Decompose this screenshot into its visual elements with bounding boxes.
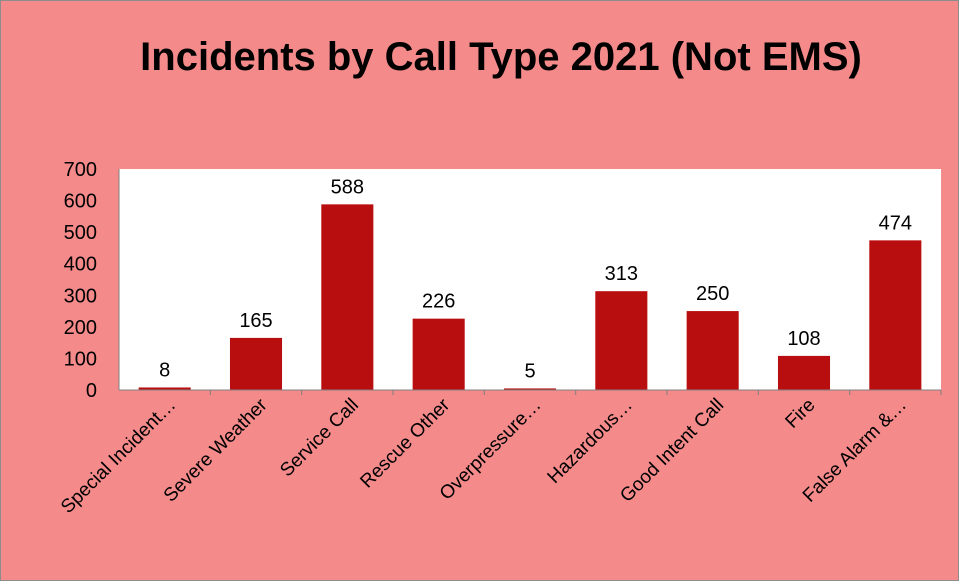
y-tick-label: 100 bbox=[64, 348, 97, 370]
data-label: 8 bbox=[159, 359, 170, 381]
y-tick-label: 400 bbox=[64, 254, 97, 276]
data-label: 250 bbox=[696, 283, 729, 305]
y-tick-label: 600 bbox=[64, 191, 97, 213]
y-tick-label: 200 bbox=[64, 317, 97, 339]
bar bbox=[412, 318, 465, 390]
data-label: 588 bbox=[331, 176, 364, 198]
bar bbox=[503, 388, 557, 390]
y-tick-label: 700 bbox=[64, 159, 97, 181]
data-labels: 8 165 588 226 5 313 250 108 474 bbox=[159, 176, 912, 382]
bar bbox=[138, 387, 191, 390]
bar bbox=[869, 240, 922, 390]
y-tick-label: 0 bbox=[86, 380, 97, 402]
x-tick-label: Service Call bbox=[276, 395, 363, 482]
x-axis-ticks: Special Incident…Severe Weather Service C… bbox=[57, 390, 942, 518]
data-label: 108 bbox=[787, 328, 820, 350]
y-axis-ticks: 0 100 200 300 400 500 600 700 bbox=[64, 159, 97, 402]
chart-title: Incidents by Call Type 2021 (Not EMS) bbox=[140, 35, 862, 79]
y-tick-label: 300 bbox=[64, 285, 97, 307]
bar bbox=[595, 291, 648, 390]
data-label: 313 bbox=[605, 263, 638, 285]
bar bbox=[777, 355, 831, 390]
bar bbox=[686, 311, 739, 390]
data-label: 226 bbox=[422, 291, 455, 313]
x-tick-label: Fire bbox=[782, 395, 820, 433]
y-tick-label: 500 bbox=[64, 222, 97, 244]
bar bbox=[229, 337, 283, 390]
data-label: 165 bbox=[239, 310, 272, 332]
x-tick-label: Special Incident… bbox=[57, 395, 180, 518]
data-label: 474 bbox=[879, 212, 912, 234]
x-tick-label: Hazardous… bbox=[544, 395, 637, 488]
bar bbox=[321, 204, 374, 390]
data-label: 5 bbox=[524, 360, 535, 382]
bars bbox=[138, 204, 922, 390]
x-tick-label: Rescue Other bbox=[356, 394, 454, 492]
